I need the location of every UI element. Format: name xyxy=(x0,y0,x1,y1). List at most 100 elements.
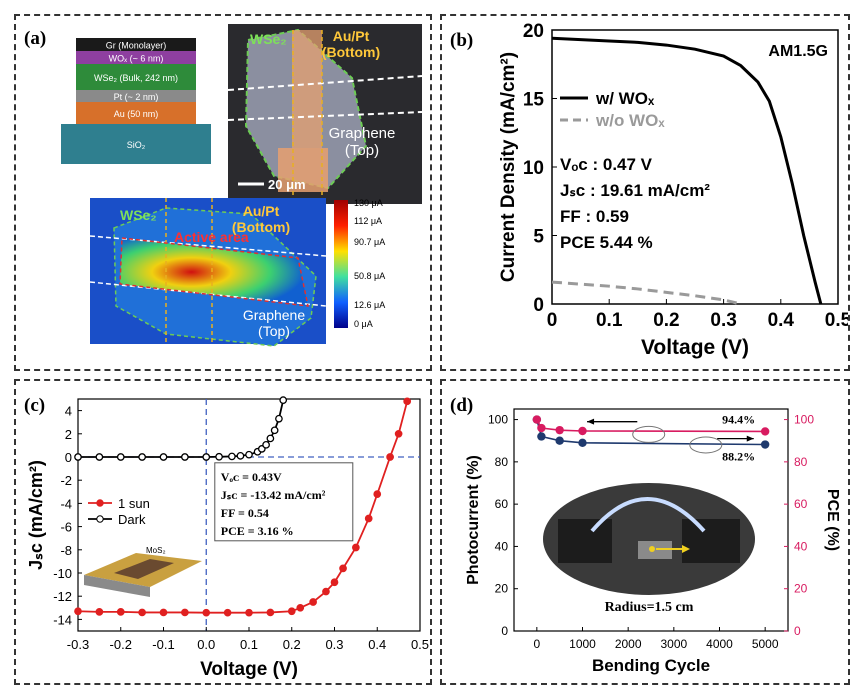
data-point xyxy=(74,607,82,616)
data-point xyxy=(270,426,279,435)
y-tick-label: 15 xyxy=(523,90,545,111)
panel-c-label: (c) xyxy=(24,395,45,416)
data-point xyxy=(330,578,339,587)
x-tick-label: -0.2 xyxy=(110,637,132,652)
series-line xyxy=(551,36,823,305)
data-point xyxy=(95,453,104,461)
data-point xyxy=(266,608,275,617)
map-graphene-sub: (Top) xyxy=(258,323,290,339)
x-tick-label: -0.1 xyxy=(152,637,174,652)
y-tick-label: -2 xyxy=(60,473,72,488)
x-tick-label: 0.1 xyxy=(596,310,623,331)
x-tick-label: 0.2 xyxy=(283,637,301,652)
x-tick-label: 0.0 xyxy=(197,637,215,652)
panel-a-label: (a) xyxy=(24,28,46,49)
annotation: Vₒᴄ = 0.43V xyxy=(221,470,282,484)
inset-label: MoS₂ xyxy=(146,546,166,555)
micro-wse2-label: WSe₂ xyxy=(250,31,287,47)
x-tick-label: 0.5 xyxy=(411,637,429,652)
annotation: PCE 5.44 % xyxy=(560,233,653,252)
colorbar-tick: 12.6 μA xyxy=(354,300,385,310)
x-tick-label: -0.3 xyxy=(67,637,89,652)
data-point xyxy=(266,434,275,443)
micro-scalebar: 20 μm xyxy=(268,177,306,192)
data-point xyxy=(262,440,270,449)
data-point xyxy=(352,543,360,552)
data-point xyxy=(364,514,373,523)
device-substrate xyxy=(84,575,150,597)
colorbar-tick: 0 μA xyxy=(354,319,373,329)
legend-label: 1 sun xyxy=(118,496,150,511)
annotation: FF = 0.54 xyxy=(221,506,269,520)
y-tick-label-right: 40 xyxy=(794,539,808,553)
colorbar xyxy=(334,200,348,328)
x-tick-label: 0.5 xyxy=(825,310,848,331)
stack-layer-label: WOₓ (~ 6 nm) xyxy=(109,54,164,64)
y-tick-label-left: 40 xyxy=(495,539,509,553)
y-tick-label-right: 0 xyxy=(794,624,801,638)
annotation: Jₛᴄ : 19.61 mA/cm² xyxy=(560,181,710,200)
data-point xyxy=(760,427,770,436)
x-axis-label: Voltage (V) xyxy=(200,659,298,680)
data-point xyxy=(394,429,403,438)
chart-b: (b) 0 0.1 0.2 0.3 0.4 0.5 0 5 10 15 20 Voltage (V) Cu… xyxy=(450,21,852,359)
x-tick-label: 0.4 xyxy=(368,637,386,652)
data-point xyxy=(555,436,564,445)
photocurrent-value-label: 88.2% xyxy=(722,450,755,464)
y-tick-label-right: 100 xyxy=(794,413,814,427)
data-point xyxy=(287,607,296,616)
stack-layer xyxy=(76,90,196,102)
map-scalebar: 20 μm xyxy=(140,343,178,358)
y-tick-label: 20 xyxy=(523,21,544,42)
y-tick-label: -14 xyxy=(53,612,72,627)
arrow-right-head xyxy=(746,435,754,442)
legend-marker xyxy=(96,499,104,507)
annotation: PCE = 3.16 % xyxy=(221,524,294,538)
arrow-left-head xyxy=(587,418,595,425)
x-tick-label: 4000 xyxy=(706,637,733,651)
data-point xyxy=(159,608,168,617)
colorbar-tick: 130 μA xyxy=(354,198,383,208)
data-point xyxy=(537,423,546,433)
x-tick-label: 0.2 xyxy=(653,310,679,331)
stack-layer xyxy=(76,64,196,90)
layer-stack: Gr (Monolayer) WOₓ (~ 6 nm) WSe₂ (Bulk, 24… xyxy=(61,38,211,164)
data-point xyxy=(202,453,211,461)
panel-c: (c) -0.3 -0.2 -0.1 0.0 0.1 0.2 0.3 0.4 0.5 4 2 0 -2 -4… xyxy=(14,379,432,685)
y-axis-label: Jₛᴄ (mA/cm²) xyxy=(26,460,46,570)
legend-label: w/ WOₓ xyxy=(595,89,655,108)
chart-b-title: AM1.5G xyxy=(768,43,828,60)
colorbar-tick: 112 μA xyxy=(354,216,382,226)
stack-layer xyxy=(76,51,196,64)
data-point xyxy=(578,426,587,436)
colorbar-ticks: 130 μA 112 μA 90.7 μA 50.8 μA 12.6 μA 0 μA xyxy=(354,198,385,329)
data-point xyxy=(245,608,253,617)
stack-layer xyxy=(76,38,196,51)
photocurrent-map: WSe₂ Au/Pt (Bottom) Active area Graphene… xyxy=(89,198,385,358)
legend-label: Dark xyxy=(118,512,146,527)
micrograph: WSe₂ Au/Pt (Bottom) Graphene (Top) 20 μm xyxy=(227,24,423,204)
annotation: Jₛᴄ = -13.42 mA/cm² xyxy=(221,488,326,502)
y-tick-label-left: 0 xyxy=(501,624,508,638)
chart-d: (d) 0 1000 2000 3000 4000 5000 0 0 20 20 40 40 60 60 80… xyxy=(450,395,841,675)
y-tick-label: -6 xyxy=(60,520,72,535)
data-point xyxy=(309,598,317,606)
x-tick-label: 3000 xyxy=(660,637,687,651)
data-point xyxy=(181,608,189,617)
data-point xyxy=(373,490,382,498)
legend-label: w/o WOₓ xyxy=(595,111,665,130)
y-tick-label: -12 xyxy=(53,589,72,604)
x-axis-label: Voltage (V) xyxy=(641,336,749,359)
panel-d: (d) 0 1000 2000 3000 4000 5000 0 0 20 20 40 40 60 60 80… xyxy=(440,379,850,685)
y-axis-label-right: PCE (%) xyxy=(824,489,841,551)
data-point xyxy=(116,608,125,616)
data-point xyxy=(279,396,288,405)
micro-graphene-sub: (Top) xyxy=(345,142,379,159)
data-point xyxy=(403,397,412,406)
micro-electrode-label: Au/Pt xyxy=(333,28,370,44)
radius-label: Radius=1.5 cm xyxy=(605,600,694,615)
x-tick-label: 5000 xyxy=(752,637,779,651)
y-tick-label-left: 80 xyxy=(495,455,509,469)
stack-layer xyxy=(61,124,211,164)
param-box xyxy=(214,462,354,542)
